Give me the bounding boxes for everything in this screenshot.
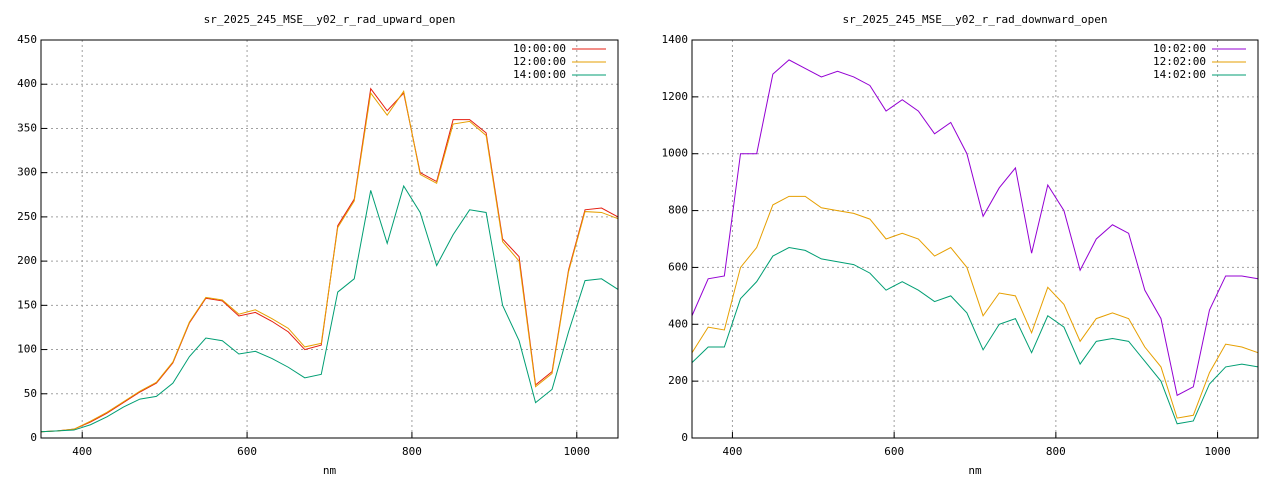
y-tick-label: 0 [30,431,37,444]
y-tick-label: 300 [17,166,37,179]
legend-label: 14:02:00 [1153,68,1206,81]
series-line [40,90,619,433]
chart-title: sr_2025_245_MSE__y02_r_rad_downward_open [843,13,1108,26]
x-tick-label: 400 [72,445,92,458]
y-tick-label: 450 [17,33,37,46]
x-tick-label: 600 [884,445,904,458]
series-line [691,195,1259,419]
x-axis-label: nm [323,464,337,477]
series-line [691,59,1259,397]
y-tick-label: 1200 [662,90,689,103]
plot-frame [40,39,619,439]
legend-label: 10:02:00 [1153,42,1206,55]
y-tick-label: 200 [17,254,37,267]
y-tick-label: 250 [17,210,37,223]
plot-frame [691,39,1259,439]
legend-label: 10:00:00 [513,42,566,55]
y-tick-label: 400 [668,317,688,330]
chart-title: sr_2025_245_MSE__y02_r_rad_upward_open [204,13,456,26]
y-tick-label: 1400 [662,33,689,46]
x-tick-label: 600 [237,445,257,458]
x-tick-label: 1000 [564,445,591,458]
x-tick-label: 800 [1046,445,1066,458]
legend-label: 12:02:00 [1153,55,1206,68]
series-line [691,247,1259,425]
y-tick-label: 400 [17,77,37,90]
x-tick-label: 400 [722,445,742,458]
y-tick-label: 800 [668,204,688,217]
y-tick-label: 350 [17,121,37,134]
y-tick-label: 200 [668,374,688,387]
y-tick-label: 50 [24,387,37,400]
legend-label: 14:00:00 [513,68,566,81]
x-tick-label: 800 [402,445,422,458]
y-tick-label: 600 [668,260,688,273]
y-tick-label: 0 [681,431,688,444]
y-tick-label: 150 [17,298,37,311]
x-axis-label: nm [968,464,982,477]
series-line [40,184,619,433]
legend-label: 12:00:00 [513,55,566,68]
y-tick-label: 100 [17,343,37,356]
x-tick-label: 1000 [1204,445,1231,458]
series-line [40,87,619,433]
y-tick-label: 1000 [662,147,689,160]
